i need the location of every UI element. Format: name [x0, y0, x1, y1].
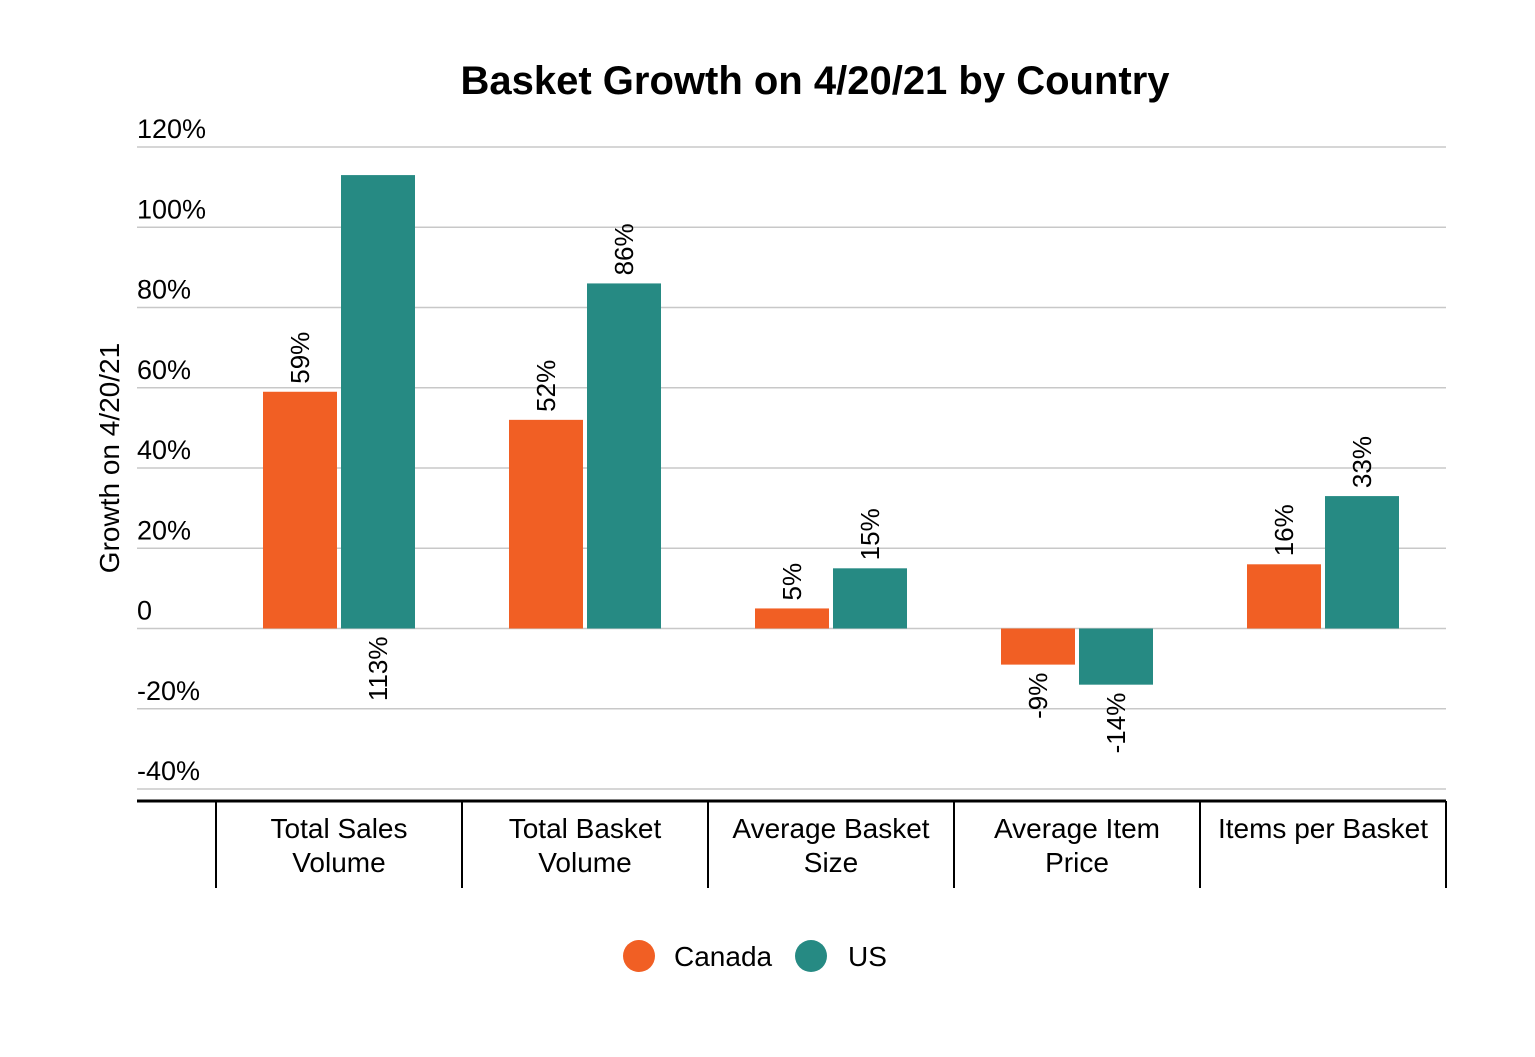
- bar-us: [587, 283, 661, 629]
- bar-canada: [755, 608, 829, 629]
- y-tick-label: 0: [137, 596, 152, 626]
- data-labels: 59% 52% 5% -9% 16% 113% 86% 15% -14% 33%: [285, 223, 1377, 753]
- data-label: 33%: [1347, 436, 1377, 488]
- data-label: 16%: [1269, 504, 1299, 556]
- legend-label: US: [848, 941, 887, 972]
- data-label: 52%: [531, 360, 561, 412]
- bar-us: [341, 175, 415, 629]
- category-label: Volume: [538, 847, 631, 878]
- data-label: 59%: [285, 332, 315, 384]
- bar-canada: [1001, 628, 1075, 665]
- legend-marker-us: [795, 940, 827, 972]
- data-label: 15%: [855, 508, 885, 560]
- y-tick-label: 100%: [137, 194, 206, 224]
- category-label: Average Item: [994, 813, 1160, 844]
- bar-canada: [1247, 564, 1321, 629]
- category-label: Total Sales: [271, 813, 408, 844]
- legend-marker-canada: [623, 940, 655, 972]
- y-tick-label: -40%: [137, 756, 200, 786]
- chart-title: Basket Growth on 4/20/21 by Country: [460, 59, 1170, 103]
- category-label: Price: [1045, 847, 1109, 878]
- legend: Canada US: [623, 940, 887, 972]
- y-tick-label: 40%: [137, 435, 191, 465]
- bar-canada: [509, 419, 583, 629]
- data-label: -9%: [1023, 673, 1053, 719]
- bar-us: [1079, 628, 1153, 685]
- data-label: -14%: [1101, 693, 1131, 754]
- bar-us: [1325, 496, 1399, 629]
- y-tick-label: 120%: [137, 114, 206, 144]
- bar-us: [833, 568, 907, 629]
- y-tick-label: -20%: [137, 676, 200, 706]
- y-tick-label: 60%: [137, 355, 191, 385]
- bar-canada: [263, 391, 337, 629]
- y-axis-ticks: 120% 100% 80% 60% 40% 20% 0 -20% -40%: [137, 114, 206, 786]
- bars: [263, 175, 1399, 685]
- y-tick-label: 20%: [137, 515, 191, 545]
- category-label: Total Basket: [509, 813, 662, 844]
- data-label: 5%: [777, 563, 807, 601]
- category-label: Items per Basket: [1218, 813, 1428, 844]
- data-label: 86%: [609, 223, 639, 275]
- legend-label: Canada: [674, 941, 773, 972]
- y-axis-label: Growth on 4/20/21: [94, 343, 125, 573]
- data-label: 113%: [363, 637, 393, 702]
- category-label: Average Basket: [732, 813, 929, 844]
- category-label: Size: [804, 847, 858, 878]
- y-tick-label: 80%: [137, 275, 191, 305]
- category-label: Volume: [292, 847, 385, 878]
